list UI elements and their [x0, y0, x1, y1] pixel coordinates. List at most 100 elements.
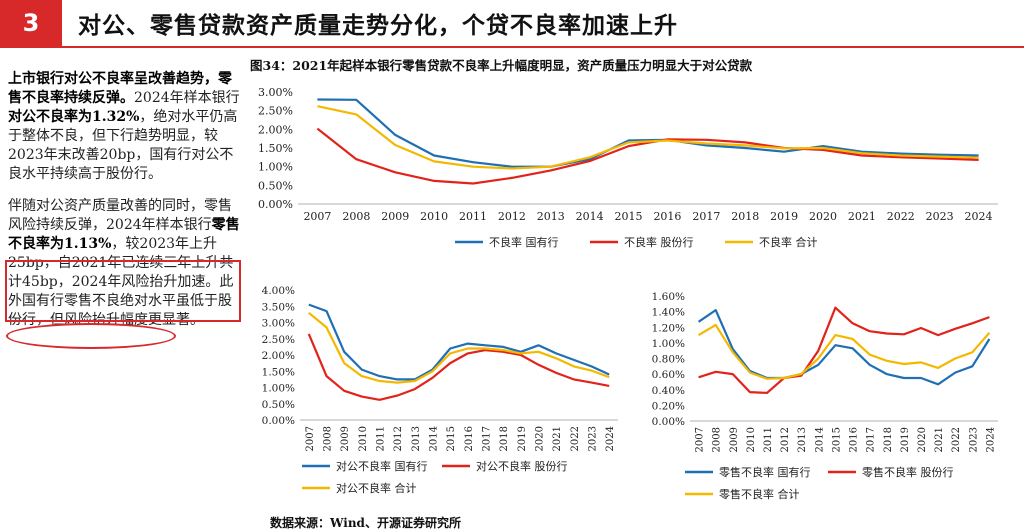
- y-tick-label: 4.00%: [262, 285, 295, 297]
- paragraph-2: 伴随对公资产质量改善的同时，零售风险持续反弹，2024年样本银行零售不良率为1.…: [8, 197, 240, 330]
- x-tick-label: 2015: [615, 210, 643, 223]
- legend-label: 不良率 国有行: [489, 235, 559, 249]
- y-tick-label: 0.00%: [258, 198, 293, 211]
- paragraph-2-text-b: ，较2023年上升25bp，自2021年已连续三年上升共计45bp，2024年风…: [8, 236, 234, 328]
- y-tick-label: 0.00%: [652, 416, 685, 428]
- x-tick-label: 2024: [985, 427, 996, 452]
- y-tick-label: 2.50%: [258, 105, 293, 118]
- paragraph-1-text-a: 2024年样本银行: [134, 90, 240, 106]
- x-tick-label: 2015: [831, 427, 842, 452]
- x-tick-label: 2016: [464, 426, 475, 451]
- paragraph-1: 上市银行对公不良率呈改善趋势，零售不良率持续反弹。2024年样本银行对公不良率为…: [8, 70, 240, 184]
- x-tick-label: 2023: [926, 210, 954, 223]
- chart-overall-npl: 0.00% 0.50% 1.00% 1.50% 2.00% 2.50% 3.00% 2007 2…: [258, 86, 998, 249]
- y-tick-label: 1.50%: [262, 366, 295, 378]
- x-tick-label: 2008: [323, 426, 334, 451]
- x-tick-label: 2014: [814, 427, 825, 452]
- highlight-oval-annotation: [6, 323, 176, 349]
- x-tick-label: 2012: [498, 210, 526, 223]
- paragraph-1-highlight: 对公不良率为1.32%: [8, 109, 140, 125]
- paragraph-2-text-a: 伴随对公资产质量改善的同时，零售风险持续反弹，2024年样本银行: [8, 198, 232, 233]
- x-tick-label: 2023: [588, 426, 599, 451]
- data-source: 数据来源：Wind、开源证券研究所: [270, 516, 461, 530]
- x-tick-label: 2015: [446, 426, 457, 451]
- paragraph-1-lead: 上市银行对公不良率呈改善趋势，零售不良率持续反弹。: [8, 71, 232, 106]
- x-tick-label: 2007: [303, 210, 331, 223]
- y-tick-label: 1.00%: [258, 161, 293, 174]
- x-tick-label: 2016: [849, 427, 860, 452]
- series-line: [317, 98, 979, 168]
- x-tick-label: 2011: [763, 427, 774, 452]
- y-tick-label: 0.40%: [652, 385, 685, 397]
- y-tick-label: 2.00%: [262, 350, 295, 362]
- section-number: 3: [0, 0, 62, 46]
- y-tick-label: 3.50%: [262, 301, 295, 313]
- x-tick-label: 2013: [797, 427, 808, 452]
- x-tick-label: 2010: [746, 427, 757, 452]
- x-tick-label: 2021: [934, 427, 945, 452]
- x-tick-label: 2013: [411, 426, 422, 451]
- series-line: [697, 309, 991, 386]
- series-line: [698, 323, 991, 380]
- x-tick-label: 2017: [482, 426, 493, 451]
- x-tick-label: 2012: [393, 426, 404, 451]
- x-tick-label: 2010: [420, 210, 448, 223]
- paragraph-2-highlight: 零售不良率为1.13%: [8, 217, 240, 252]
- x-tick-label: 2021: [552, 426, 563, 451]
- legend-label: 对公不良率 合计: [336, 481, 417, 495]
- x-tick-label: 2019: [900, 427, 911, 452]
- legend-label: 对公不良率 股份行: [476, 459, 568, 473]
- x-tick-label: 2014: [429, 426, 440, 451]
- x-tick-label: 2018: [499, 426, 510, 451]
- y-tick-label: 1.60%: [652, 291, 685, 303]
- x-tick-label: 2024: [605, 426, 616, 451]
- x-tick-label: 2017: [692, 210, 720, 223]
- y-tick-label: 0.60%: [652, 369, 685, 381]
- series-line: [307, 333, 610, 401]
- x-tick-label: 2008: [342, 210, 370, 223]
- y-tick-label: 3.00%: [262, 318, 295, 330]
- x-tick-label: 2017: [866, 427, 877, 452]
- y-tick-label: 3.00%: [258, 86, 293, 99]
- x-tick-label: 2008: [712, 427, 723, 452]
- x-tick-label: 2016: [653, 210, 681, 223]
- x-tick-label: 2020: [535, 426, 546, 451]
- x-tick-label: 2009: [729, 427, 740, 452]
- x-tick-label: 2024: [965, 210, 993, 223]
- commentary-text: 上市银行对公不良率呈改善趋势，零售不良率持续反弹。2024年样本银行对公不良率为…: [8, 70, 240, 343]
- y-tick-label: 2.50%: [262, 334, 295, 346]
- y-tick-label: 1.40%: [652, 307, 685, 319]
- x-tick-label: 2014: [576, 210, 604, 223]
- x-tick-label: 2023: [968, 427, 979, 452]
- x-tick-label: 2007: [305, 426, 316, 451]
- series-line: [308, 303, 610, 381]
- x-tick-label: 2022: [570, 426, 581, 451]
- y-tick-label: 0.50%: [262, 399, 295, 411]
- x-tick-label: 2021: [848, 210, 876, 223]
- x-tick-label: 2013: [537, 210, 565, 223]
- series-line: [316, 127, 979, 185]
- x-tick-label: 2020: [917, 427, 928, 452]
- legend-label: 不良率 股份行: [624, 235, 694, 249]
- figure-title: 图34：2021年起样本银行零售贷款不良率上升幅度明显，资产质量压力明显大于对公…: [250, 58, 753, 73]
- y-tick-label: 1.00%: [652, 338, 685, 350]
- x-tick-label: 2019: [517, 426, 528, 451]
- legend-label: 不良率 合计: [759, 235, 818, 249]
- x-tick-label: 2009: [381, 210, 409, 223]
- chart-retail-npl: 0.00% 0.20% 0.40% 0.60% 0.80% 1.00% 1.20% 1.40%…: [652, 291, 998, 501]
- paragraph-1-text-b: ，绝对水平仍高于整体不良，但下行趋势明显，较2023年末改善20bp，国有行对公…: [8, 109, 238, 182]
- x-tick-label: 2022: [951, 427, 962, 452]
- x-tick-label: 2007: [695, 427, 706, 452]
- legend-label: 零售不良率 合计: [719, 487, 800, 501]
- legend-label: 零售不良率 股份行: [862, 465, 954, 479]
- x-tick-label: 2012: [780, 427, 791, 452]
- y-tick-label: 2.00%: [258, 123, 293, 136]
- chart-corporate-npl: 0.00% 0.50% 1.00% 1.50% 2.00% 2.50% 3.00% 3.50%…: [262, 285, 618, 495]
- x-tick-label: 2022: [887, 210, 915, 223]
- x-tick-label: 2019: [770, 210, 798, 223]
- x-tick-label: 2011: [459, 210, 487, 223]
- y-tick-label: 0.80%: [652, 354, 685, 366]
- legend-label: 对公不良率 国有行: [336, 459, 428, 473]
- x-tick-label: 2018: [731, 210, 759, 223]
- header-divider: [0, 46, 1024, 48]
